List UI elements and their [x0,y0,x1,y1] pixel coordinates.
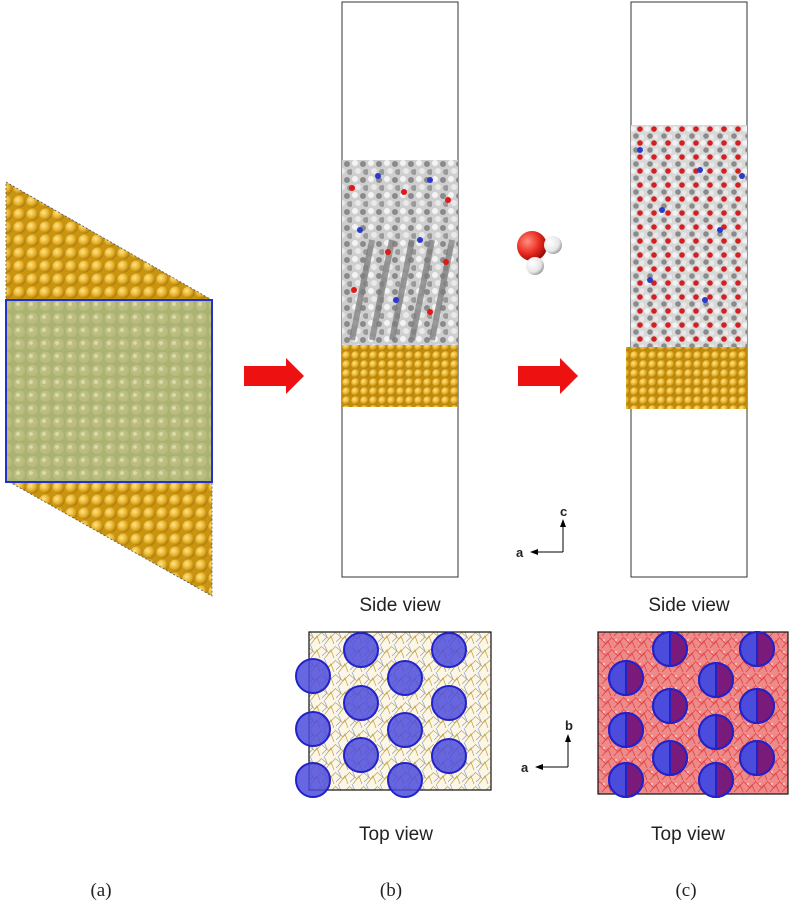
axis-label-c: c [560,504,567,519]
column-circle-half [608,761,644,799]
axis-indicator-top: b a [521,718,573,775]
panel-label-a: (a) [90,880,111,901]
axis-label-a-top: a [521,760,529,775]
panel-c-top-view [597,630,789,799]
column-circle [295,711,331,747]
panel-a-slab [5,181,213,597]
column-circle-half [652,739,688,777]
simulation-cell-overlay [5,299,213,483]
column-circles-b [295,632,467,798]
column-circle [343,737,379,773]
column-circle [343,632,379,668]
column-circle-half [698,661,734,699]
arrow-b-to-c [518,358,578,394]
column-circle-half [652,687,688,725]
column-circles-c [608,630,775,799]
column-circle [295,658,331,694]
panel-b-top-view [295,631,492,798]
column-circle [387,762,423,798]
panel-c-side-view [626,1,748,578]
water-molecule-icon [517,231,562,275]
column-circle [295,762,331,798]
axis-indicator-side: c a [516,504,567,560]
column-circle [387,660,423,696]
column-circle-half [652,630,688,668]
column-circle-half [739,739,775,777]
monolayer-b-tilted-chains [349,239,455,341]
arrow-a-to-b [244,358,304,394]
panel-label-b: (b) [380,880,402,901]
gold-substrate-c [626,347,747,409]
caption-side-view-b: Side view [359,595,441,616]
column-circle-half [739,687,775,725]
column-circle [431,685,467,721]
column-circle [343,685,379,721]
monolayer-c-nitrogen-atoms [637,147,745,303]
column-circle-half [739,630,775,668]
gold-substrate-b [342,345,458,407]
panel-b-side-view [341,1,459,578]
column-circle-half [608,711,644,749]
monolayer-c [631,125,747,347]
column-circle [431,738,467,774]
panel-label-c: (c) [675,880,696,901]
caption-side-view-c: Side view [648,595,730,616]
axis-label-b: b [565,718,573,733]
column-circle-half [698,761,734,799]
monolayer-b-heteroatoms [349,173,451,315]
column-circle-half [608,659,644,697]
caption-top-view-b: Top view [359,824,433,845]
column-circle-half [698,713,734,751]
axis-label-a-side: a [516,545,524,560]
column-circle [431,632,467,668]
column-circle [387,712,423,748]
caption-top-view-c: Top view [651,824,725,845]
